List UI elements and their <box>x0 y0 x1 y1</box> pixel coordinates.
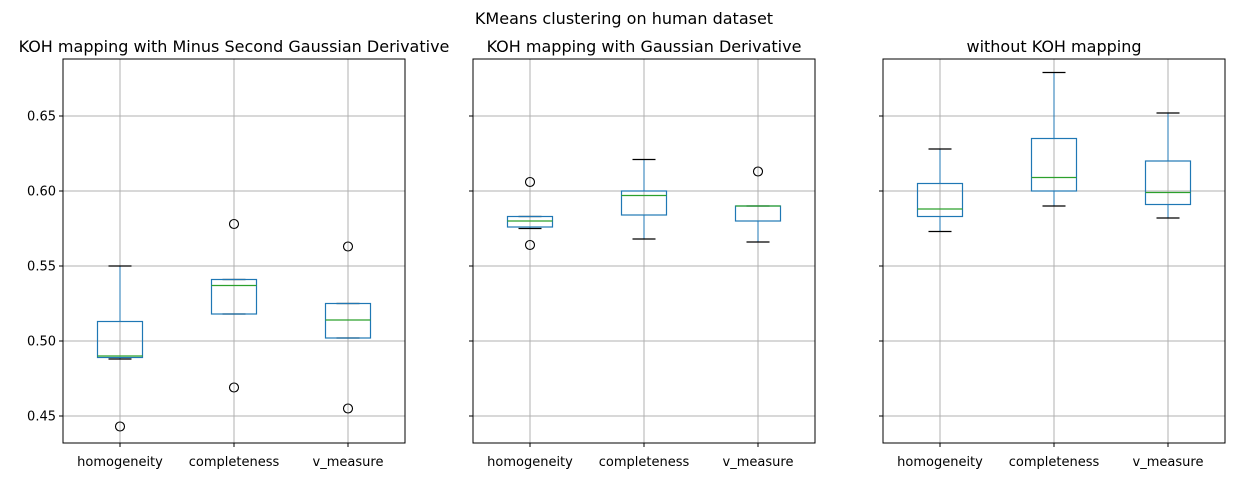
iqr-box <box>916 182 964 218</box>
outlier-point <box>342 403 354 414</box>
y-tick-label: 0.45 <box>27 410 56 425</box>
iqr-box <box>324 302 372 339</box>
panels: KOH mapping with Minus Second Gaussian D… <box>19 37 1226 470</box>
boxplot-completeness <box>1030 71 1078 207</box>
panel-title: KOH mapping with Minus Second Gaussian D… <box>19 37 450 56</box>
y-tick-label: 0.50 <box>27 335 56 350</box>
x-tick-label: homogeneity <box>487 455 573 470</box>
outlier-point <box>752 166 764 177</box>
panel-1: KOH mapping with Minus Second Gaussian D… <box>19 37 450 470</box>
iqr-box <box>1144 160 1192 206</box>
axes-frame <box>882 58 1226 444</box>
panel-title: KOH mapping with Gaussian Derivative <box>487 37 802 56</box>
panel-2: KOH mapping with Gaussian Derivative homo… <box>469 37 816 470</box>
x-tick-label: v_measure <box>1133 455 1204 470</box>
x-tick-label: v_measure <box>723 455 794 470</box>
boxplot-homogeneity <box>96 265 144 432</box>
x-tick-label: homogeneity <box>77 455 163 470</box>
axes-frame <box>472 58 816 444</box>
iqr-box <box>1030 137 1078 192</box>
boxplot-completeness <box>620 158 668 240</box>
boxplot-v_measure <box>734 166 782 243</box>
x-tick-label: completeness <box>599 455 690 470</box>
outlier-point <box>114 421 126 432</box>
boxplot-homogeneity <box>506 176 554 251</box>
x-tick-label: v_measure <box>313 455 384 470</box>
boxplot-completeness <box>210 218 258 393</box>
iqr-box <box>620 190 668 216</box>
iqr-box <box>96 320 144 359</box>
x-tick-label: completeness <box>1009 455 1100 470</box>
y-tick-label: 0.60 <box>27 185 56 200</box>
outlier-point <box>228 218 240 230</box>
boxplot-v_measure <box>324 241 372 414</box>
outlier-point <box>342 241 354 252</box>
figure-suptitle: KMeans clustering on human dataset <box>475 9 773 28</box>
outlier-point <box>524 176 536 188</box>
x-tick-label: homogeneity <box>897 455 983 470</box>
outlier-point <box>228 382 240 393</box>
x-tick-label: completeness <box>189 455 280 470</box>
iqr-box <box>210 278 258 315</box>
y-tick-label: 0.65 <box>27 110 56 125</box>
iqr-box <box>506 215 554 228</box>
outlier-point <box>524 239 536 251</box>
panel-3: without KOH mapping homogeneity completene… <box>879 37 1226 470</box>
panel-title: without KOH mapping <box>966 37 1141 56</box>
boxplot-v_measure <box>1144 112 1192 219</box>
axes-frame <box>62 58 406 444</box>
y-tick-label: 0.55 <box>27 260 56 275</box>
boxplot-homogeneity <box>916 148 964 233</box>
